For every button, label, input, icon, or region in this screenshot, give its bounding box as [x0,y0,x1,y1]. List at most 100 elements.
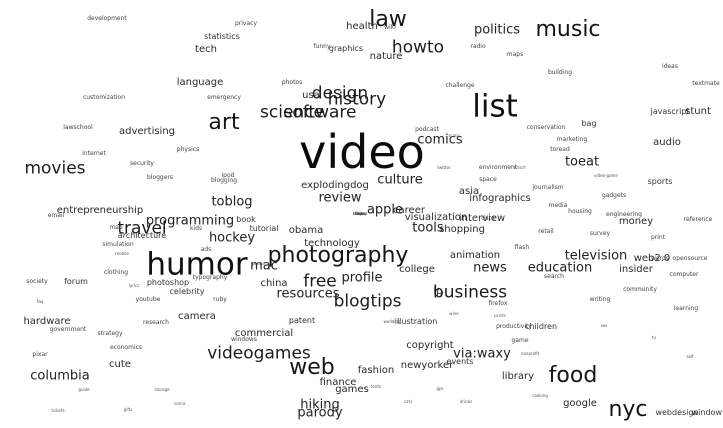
tag-word[interactable]: environment [478,164,518,171]
tag-word[interactable]: education [527,260,593,276]
tag-word[interactable]: wedding [383,319,401,324]
tag-word[interactable]: apple [366,202,404,218]
tag-word[interactable]: windows [231,336,257,343]
tag-word[interactable]: insider [619,264,653,275]
tag-word[interactable]: forum [64,277,88,286]
tag-word[interactable]: visualization [404,212,468,223]
tag-word[interactable]: window [691,408,722,417]
tag-word[interactable]: statistics [204,32,240,41]
tag-word[interactable]: clothing [103,269,129,276]
tag-word[interactable]: columbia [30,368,90,384]
tag-word[interactable]: free [303,271,337,292]
tag-word[interactable]: physics [176,146,200,153]
tag-word[interactable]: survey [589,230,611,237]
tag-word[interactable]: resources [276,286,340,302]
tag-word[interactable]: prints [494,313,506,318]
tag-word[interactable]: typography [192,274,228,281]
tag-word[interactable]: retail [538,228,554,235]
tag-word[interactable]: gifts [123,407,133,412]
tag-word[interactable]: challenge [445,82,475,89]
tag-word[interactable]: map [109,224,123,231]
tag-word[interactable]: javascript [650,107,690,116]
tag-word[interactable]: business [432,282,508,303]
tag-word[interactable]: programming [145,213,235,229]
tag-word[interactable]: web [289,355,335,380]
tag-word[interactable]: entrepreneurship [56,205,144,216]
tag-word[interactable]: asia [458,186,480,197]
tag-word[interactable]: blogging [210,177,238,184]
tag-word[interactable]: nonprofit [520,351,540,356]
tag-word[interactable]: storage [154,387,170,392]
tag-word[interactable]: shopping [439,224,485,235]
tag-word[interactable]: infographics [469,193,531,204]
tag-word[interactable]: politics [473,22,521,38]
tag-word[interactable]: hardware [23,316,71,327]
tag-word[interactable]: photography [267,243,409,268]
tag-word[interactable]: language [176,77,224,88]
tag-word[interactable]: lp [433,286,443,297]
tag-word[interactable]: gps [436,386,444,391]
tag-word[interactable]: web2.0 [633,253,671,264]
tag-word[interactable]: ads [200,246,212,253]
tag-word[interactable]: society [26,278,48,285]
tag-word[interactable]: wine [449,311,459,316]
tag-word[interactable]: hiking [300,397,340,413]
tag-word[interactable]: health [346,21,378,32]
tag-word[interactable]: podcast [415,126,439,133]
tag-word[interactable]: building [547,69,573,76]
tag-word[interactable]: drinks [459,399,473,404]
tag-word[interactable]: wiki [384,24,396,31]
tag-word[interactable]: learning [673,305,699,312]
tag-word[interactable]: list [472,88,518,125]
tag-word[interactable]: lego [355,211,365,216]
tag-word[interactable]: technology [304,238,360,249]
tag-word[interactable]: privacy [234,20,258,27]
tag-word[interactable]: travel [117,218,167,239]
tag-word[interactable]: ideas [662,63,678,70]
tag-word[interactable]: hockey [208,230,256,246]
tag-word[interactable]: toeat [564,154,600,170]
tag-word[interactable]: howtos [352,211,368,216]
tag-word[interactable]: mobile [115,251,129,256]
tag-word[interactable]: comics [417,132,463,148]
tag-word[interactable]: toread [550,146,570,153]
tag-word[interactable]: games [335,384,369,395]
tag-word[interactable]: lyrics [128,283,140,288]
tag-word[interactable]: college [399,264,435,275]
tag-word[interactable]: via:waxy [453,346,511,362]
tag-word[interactable]: productivity [496,323,532,330]
tag-word[interactable]: sex [600,323,608,328]
tag-word[interactable]: commercial [234,328,294,339]
tag-word[interactable]: pixar [32,351,48,358]
tag-word[interactable]: government [49,326,87,333]
tag-word[interactable]: print [650,234,666,241]
tag-word[interactable]: nyc [608,397,648,422]
tag-word[interactable]: review [318,190,362,206]
tag-word[interactable]: software [283,102,357,123]
tag-word[interactable]: profile [341,270,383,286]
tag-word[interactable]: graphics [328,44,364,53]
tag-word[interactable]: toblog [211,194,253,210]
tag-word[interactable]: mac [250,258,278,274]
tag-word[interactable]: twitter [437,165,451,170]
tag-word[interactable]: email [47,212,65,219]
tag-word[interactable]: strategy [97,330,123,337]
tag-word[interactable]: cats [403,399,413,404]
tag-word[interactable]: sports [647,177,673,186]
tag-word[interactable]: kids [189,225,203,232]
tag-word[interactable]: maps [506,51,524,58]
tag-word[interactable]: writing [589,296,611,303]
tag-word[interactable]: research [143,319,169,326]
tag-word[interactable]: food [548,363,598,388]
tag-word[interactable]: ipod [221,172,235,179]
tag-word[interactable]: webdesign [655,408,699,417]
tag-word[interactable]: animation [449,250,501,261]
tag-word[interactable]: bikes [354,211,366,216]
tag-word[interactable]: data [481,215,495,222]
tag-word[interactable]: law [369,7,407,32]
tag-word[interactable]: television [564,248,628,264]
tag-word[interactable]: gadgets [601,192,627,199]
tag-word[interactable]: opensource [672,255,708,262]
tag-word[interactable]: copyright [406,340,454,351]
tag-word[interactable]: money [618,216,654,227]
